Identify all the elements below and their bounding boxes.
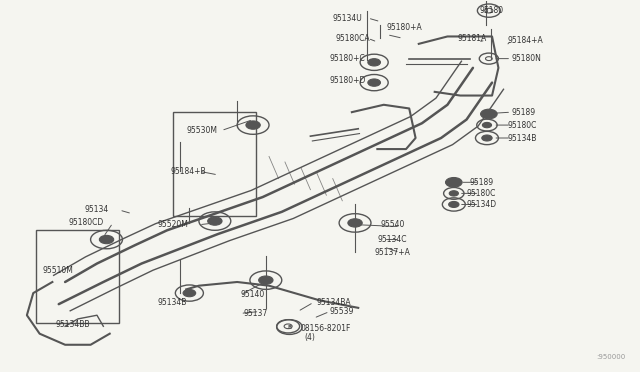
Text: 95137: 95137 [244,309,268,318]
Text: 95189: 95189 [511,108,535,117]
Text: 95184+B: 95184+B [170,167,206,176]
Text: 08156-8201F: 08156-8201F [301,324,351,333]
Bar [173,112,256,215]
Circle shape [348,219,362,227]
Circle shape [368,79,380,86]
Circle shape [449,202,459,208]
Circle shape [483,122,492,128]
Text: 95184+A: 95184+A [508,36,544,45]
Circle shape [99,235,114,244]
Bar [36,230,119,323]
Text: 95180C: 95180C [508,121,538,129]
Text: 95180: 95180 [479,6,504,15]
Text: 95134C: 95134C [378,235,407,244]
Text: 95180C: 95180C [467,189,496,198]
Text: 95189: 95189 [470,178,494,187]
Text: 95180+C: 95180+C [330,54,365,63]
Text: 95134U: 95134U [333,13,362,22]
Text: 95134B: 95134B [508,134,538,142]
Text: 95520M: 95520M [157,220,188,229]
Circle shape [481,109,497,119]
Circle shape [449,191,458,196]
Text: B: B [287,324,292,330]
Circle shape [208,217,222,225]
Text: 95510M: 95510M [43,266,74,275]
Circle shape [368,59,380,66]
Text: 95180+A: 95180+A [387,23,422,32]
Circle shape [445,177,462,187]
Text: 95134B: 95134B [157,298,187,307]
Text: 95530M: 95530M [186,126,217,135]
Text: 95134D: 95134D [467,200,497,209]
Text: (4): (4) [304,333,315,342]
Text: 95134BA: 95134BA [317,298,351,307]
Text: 95180CA: 95180CA [336,34,371,43]
Text: 95540: 95540 [381,220,405,229]
Text: 95539: 95539 [330,307,354,316]
Text: 95134BB: 95134BB [56,320,90,329]
Text: 95181A: 95181A [457,34,486,43]
Circle shape [482,135,492,141]
Text: 95137+A: 95137+A [374,248,410,257]
Text: 95140: 95140 [241,291,264,299]
Text: 95180N: 95180N [511,54,541,63]
Circle shape [246,121,260,129]
Text: 95180+D: 95180+D [330,76,366,85]
Circle shape [183,289,196,297]
Text: 95134: 95134 [84,205,108,215]
Text: 95180CD: 95180CD [68,218,104,227]
Text: :950000: :950000 [596,353,626,359]
Circle shape [259,276,273,284]
